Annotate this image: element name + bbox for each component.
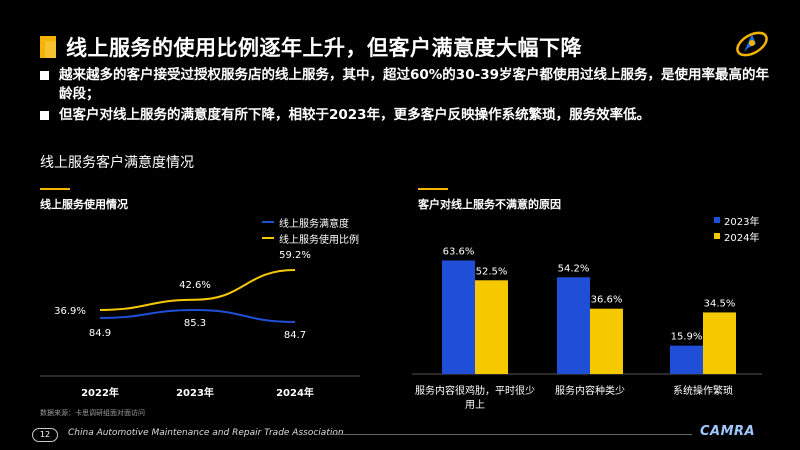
page-title: 线上服务的使用比例逐年上升，但客户满意度大幅下降 (66, 36, 582, 60)
satisfaction-series-line (99, 308, 296, 323)
satisfaction-data-label: 84.9 (89, 328, 111, 339)
bullet-text: 但客户对线上服务的满意度有所下降，相较于2023年，更多客户反映操作系统繁琐，服… (59, 107, 651, 123)
footer: 12 China Automotive Maintenance and Repa… (0, 420, 800, 450)
legend-label: 线上服务满意度 (279, 218, 349, 230)
bar-value-label: 36.6% (591, 295, 623, 306)
section-title: 线上服务客户满意度情况 (40, 155, 194, 171)
footer-divider (330, 434, 692, 435)
category-label-line2: 用上 (465, 399, 485, 411)
satisfaction-data-label: 85.3 (184, 318, 206, 329)
usage-ratio-data-label: 36.9% (54, 306, 86, 317)
line-chart-heading-rule (40, 188, 70, 190)
page-number: 12 (32, 428, 58, 442)
legend-item: 2024年 (714, 228, 759, 244)
legend-label: 2024年 (724, 232, 760, 244)
bar-2023年 (557, 277, 590, 374)
title-bar: 线上服务的使用比例逐年上升，但客户满意度大幅下降 (40, 32, 582, 62)
bar-2023年 (442, 260, 475, 374)
bullet-list: 越来越多的客户接受过授权服务店的线上服务，其中，超过60%的30-39岁客户都使… (40, 66, 780, 127)
line-chart-title: 线上服务使用情况 (40, 198, 128, 211)
x-tick-label: 2024年 (276, 386, 314, 399)
bar-value-label: 15.9% (671, 332, 703, 343)
bar-chart-title: 客户对线上服务不满意的原因 (418, 198, 561, 211)
bullet-square-icon (40, 111, 49, 120)
data-source-note: 数据来源：卡思调研组面对面访问 (40, 409, 145, 417)
bar-2024年 (475, 280, 508, 374)
bullet-text: 越来越多的客户接受过授权服务店的线上服务，其中，超过60%的30-39岁客户都使… (59, 67, 769, 102)
bullet-item: 但客户对线上服务的满意度有所下降，相较于2023年，更多客户反映操作系统繁琐，服… (40, 106, 780, 125)
category-label: 系统操作繁琐 (673, 384, 733, 397)
legend-item: 线上服务满意度 (262, 214, 359, 230)
bar-2023年 (670, 345, 703, 374)
usage-ratio-data-label: 42.6% (179, 280, 211, 291)
legend-swatch (262, 237, 274, 239)
bar-chart-heading-rule (418, 188, 448, 190)
x-tick-label: 2023年 (176, 386, 214, 399)
bar-2024年 (703, 312, 736, 374)
bar-2024年 (590, 308, 623, 374)
bar-value-label: 63.6% (443, 246, 475, 257)
category-label: 服务内容很鸡肋，平时很少 (415, 384, 535, 397)
title-accent-mark (40, 36, 56, 58)
bullet-item: 越来越多的客户接受过授权服务店的线上服务，其中，超过60%的30-39岁客户都使… (40, 66, 780, 104)
footer-organization: China Automotive Maintenance and Repair … (68, 428, 344, 438)
bullet-square-icon (40, 71, 49, 80)
legend-label: 线上服务使用比例 (279, 234, 359, 246)
bar-value-label: 54.2% (558, 263, 590, 274)
bar-value-label: 34.5% (704, 298, 736, 309)
legend-item: 线上服务使用比例 (262, 230, 359, 246)
line-chart-legend: 线上服务满意度 线上服务使用比例 (262, 214, 359, 246)
satisfaction-data-label: 84.7 (284, 330, 306, 341)
association-logo-icon (736, 31, 768, 57)
bar-chart: 63.6% 54.2% 15.9% 52.5% 36.6% 34.5% 服务内容很鸡肋，平时… (412, 246, 762, 411)
usage-ratio-data-label: 59.2% (279, 250, 311, 261)
legend-swatch (262, 221, 274, 223)
legend-item: 2023年 (714, 212, 759, 228)
legend-swatch (714, 217, 720, 223)
x-tick-label: 2022年 (81, 386, 119, 399)
usage-ratio-series-line (99, 269, 296, 311)
bar-chart-legend: 2023年 2024年 (714, 212, 759, 244)
bar-value-label: 52.5% (476, 266, 508, 277)
footer-brand-logo: CAMRA (700, 424, 756, 439)
line-chart: 84.9 85.3 84.7 36.9% 42.6% 59.2% 2022年 2023年 202… (40, 250, 360, 399)
legend-swatch (714, 233, 720, 239)
category-label: 服务内容种类少 (555, 384, 625, 397)
legend-label: 2023年 (724, 216, 760, 228)
